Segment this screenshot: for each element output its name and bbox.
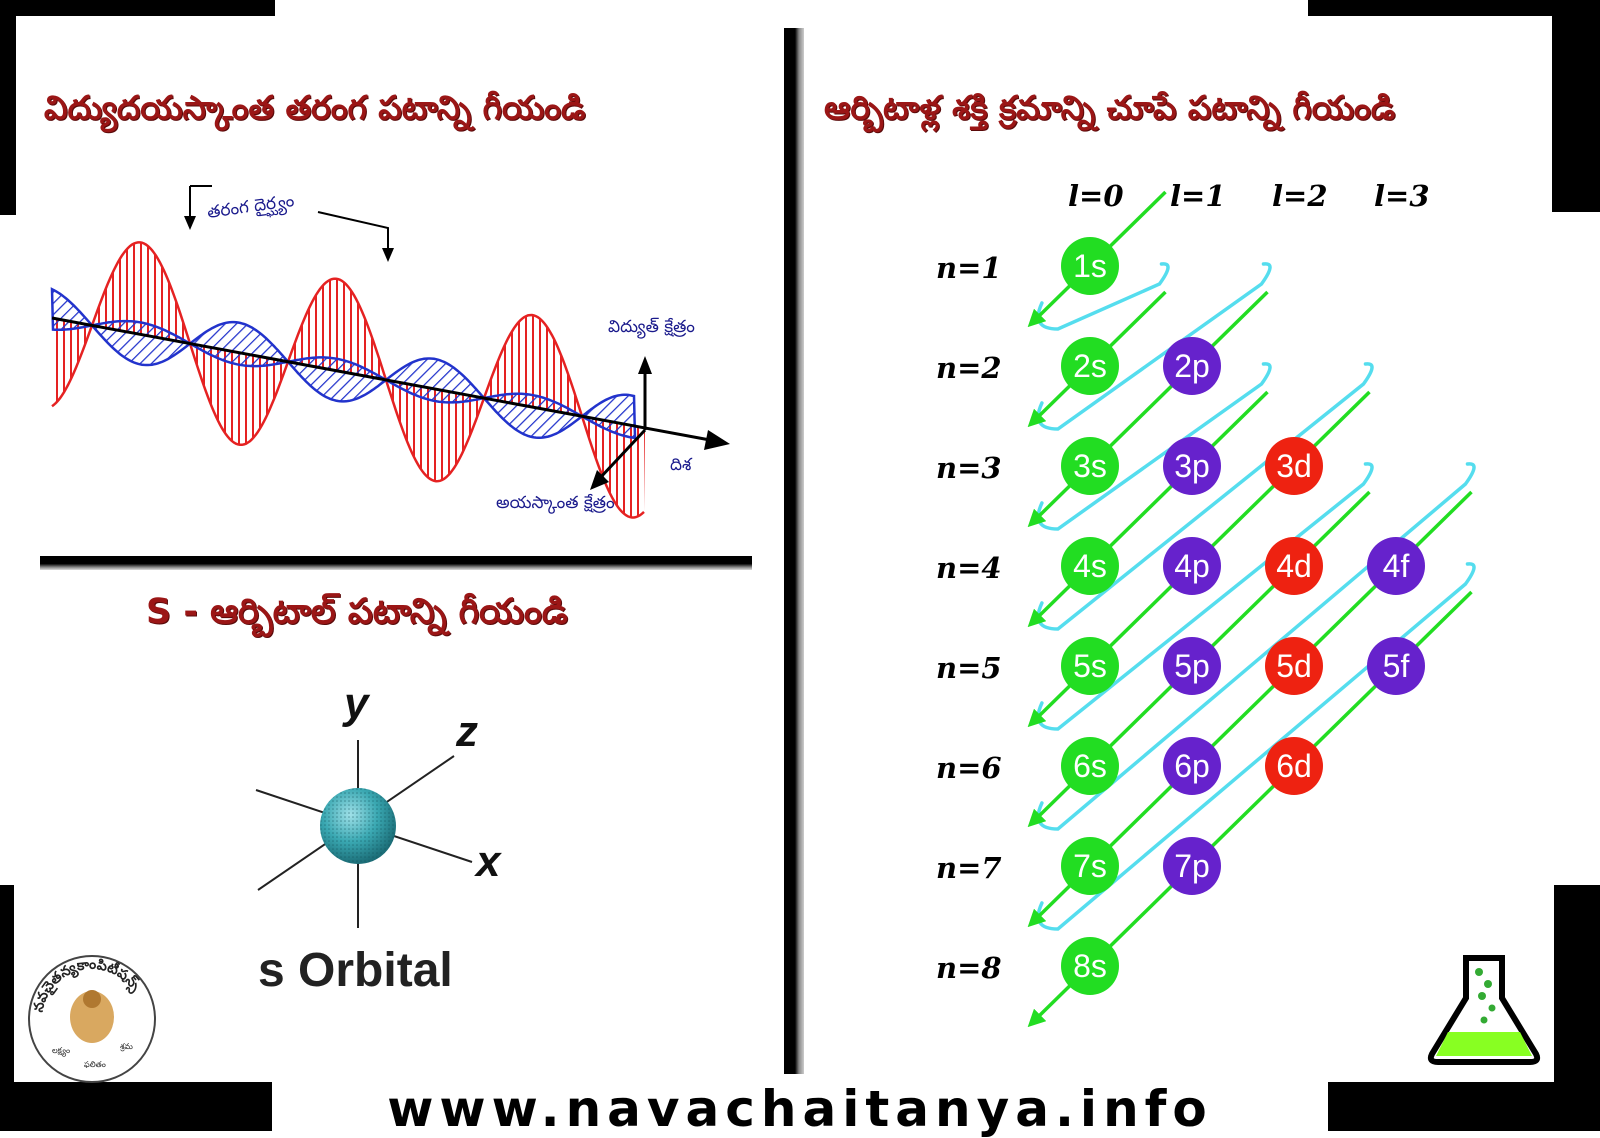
svg-text:6d: 6d <box>1276 748 1312 784</box>
logo-motto-2: శ్రమ <box>119 1042 133 1052</box>
electric-wave-outline <box>51 241 645 519</box>
z-axis-label: z <box>455 707 478 756</box>
orbital-4d: 4d <box>1265 537 1323 595</box>
orbital-6d: 6d <box>1265 737 1323 795</box>
orbital-2p: 2p <box>1163 337 1221 395</box>
direction-arrowhead <box>704 430 730 450</box>
direction-label: దిశ <box>670 455 693 475</box>
svg-text:8s: 8s <box>1073 948 1107 984</box>
frame-corner-top-left <box>0 0 275 16</box>
orbital-circles: 1s 2s 2p 3s 3p 3d 4s 4p 4d 4f 5s 5p 5d 5f 6s 6p 6d 7s 7p 8s <box>1061 237 1425 995</box>
row-labels: n=1 n=2 n=3 n=4 n=5 n=6 n=7 n=8 <box>936 251 1002 985</box>
column-header: l=0 <box>1068 179 1124 213</box>
navachaitanya-logo: నవచైతన్యకాంపిటీషన్స్ లక్ష్యం శ్రమ ఫలితం <box>28 955 156 1083</box>
orbital-8s: 8s <box>1061 937 1119 995</box>
magnetic-field-label: అయస్కాంత క్షేత్రం <box>496 493 615 514</box>
row-label: n=3 <box>936 451 1002 485</box>
magnetic-field-arrowhead <box>590 470 609 490</box>
svg-text:6s: 6s <box>1073 748 1107 784</box>
orbital-3s: 3s <box>1061 437 1119 495</box>
orbital-order-heading: ఆర్బిటాళ్ల శక్తి క్రమాన్ని చూపే పటాన్ని … <box>824 88 1396 127</box>
wavelength-bracket-right <box>317 211 389 254</box>
row-label: n=8 <box>936 951 1002 985</box>
x-axis-label: x <box>474 837 502 886</box>
orbital-4f: 4f <box>1367 537 1425 595</box>
s-orbital-diagram: y z x s Orbital <box>255 680 502 997</box>
orbital-5p: 5p <box>1163 637 1221 695</box>
orbital-7p: 7p <box>1163 837 1221 895</box>
electric-wave <box>51 241 645 519</box>
s-orbital-heading: S - ఆర్బిటాల్ పటాన్ని గీయండి <box>146 592 568 632</box>
orbital-4p: 4p <box>1163 537 1221 595</box>
svg-text:4p: 4p <box>1174 548 1210 584</box>
svg-text:2p: 2p <box>1174 348 1210 384</box>
magnetic-field-arrow <box>598 428 647 480</box>
flask-icon <box>1427 955 1541 1065</box>
row-label: n=2 <box>936 351 1002 385</box>
svg-text:7s: 7s <box>1073 848 1107 884</box>
svg-text:4d: 4d <box>1276 548 1312 584</box>
svg-text:3d: 3d <box>1276 448 1312 484</box>
row-label: n=6 <box>936 751 1002 785</box>
orbital-5s: 5s <box>1061 637 1119 695</box>
em-wave-diagram: తరంగ దైర్ఘ్యం విద్యుత్ క్షేత్రం దిశ అయస్… <box>50 185 730 519</box>
orbital-7s: 7s <box>1061 837 1119 895</box>
frame-corner-top-left-v <box>0 0 16 215</box>
svg-text:6p: 6p <box>1174 748 1210 784</box>
svg-text:7p: 7p <box>1174 848 1210 884</box>
frame-corner-top-right <box>1308 0 1600 16</box>
svg-text:4f: 4f <box>1383 548 1410 584</box>
wavelength-label: తరంగ దైర్ఘ్యం <box>206 191 296 226</box>
svg-text:2s: 2s <box>1073 348 1107 384</box>
svg-text:5d: 5d <box>1276 648 1312 684</box>
svg-text:5s: 5s <box>1073 648 1107 684</box>
column-header: l=3 <box>1374 179 1430 213</box>
orbital-3d: 3d <box>1265 437 1323 495</box>
propagation-axis <box>51 316 711 442</box>
magnetic-wave <box>50 287 637 440</box>
row-label: n=1 <box>936 251 1002 285</box>
logo-figure <box>70 991 114 1043</box>
logo-motto-3: ఫలితం <box>84 1060 106 1069</box>
diagonal-arrows <box>1027 190 1473 1028</box>
row-label: n=4 <box>936 551 1002 585</box>
column-header: l=2 <box>1272 179 1328 213</box>
orbital-3p: 3p <box>1163 437 1221 495</box>
horizontal-divider <box>40 556 752 570</box>
electric-field-label: విద్యుత్ క్షేత్రం <box>608 317 695 339</box>
orbital-5d: 5d <box>1265 637 1323 695</box>
vertical-divider <box>784 28 804 1074</box>
orbital-6p: 6p <box>1163 737 1221 795</box>
column-headers: l=0 l=1 l=2 l=3 <box>1068 179 1430 213</box>
svg-text:5f: 5f <box>1383 648 1410 684</box>
frame-corner-bottom-right <box>1328 1082 1600 1131</box>
column-header: l=1 <box>1170 179 1226 213</box>
svg-text:3s: 3s <box>1073 448 1107 484</box>
aufbau-diagram: l=0 l=1 l=2 l=3 n=1 n=2 n=3 n=4 n=5 n=6 n=7 n=8 1s… <box>936 179 1476 1028</box>
orbital-4s: 4s <box>1061 537 1119 595</box>
electric-wave-fill <box>52 242 645 518</box>
svg-text:3p: 3p <box>1174 448 1210 484</box>
orbital-5f: 5f <box>1367 637 1425 695</box>
orbital-2s: 2s <box>1061 337 1119 395</box>
magnetic-wave-fill <box>50 287 637 440</box>
wave-heading: విద్యుదయస్కాంత తరంగ పటాన్ని గీయండి <box>44 88 586 127</box>
frame-corner-top-right-v <box>1552 0 1600 212</box>
svg-text:1s: 1s <box>1073 248 1107 284</box>
footer-url: www.navachaitanya.info <box>387 1080 1213 1138</box>
orbital-1s: 1s <box>1061 237 1119 295</box>
s-orbital-caption: s Orbital <box>258 944 453 997</box>
frame-corner-bottom-left-v <box>0 885 14 1131</box>
diagonal-arrow <box>1027 390 1269 628</box>
orbital-6s: 6s <box>1061 737 1119 795</box>
row-label: n=5 <box>936 651 1002 685</box>
y-axis-label: y <box>342 680 371 728</box>
frame-corner-bottom-left <box>0 1082 272 1131</box>
electric-field-arrowhead <box>638 356 652 374</box>
svg-text:4s: 4s <box>1073 548 1107 584</box>
svg-text:5p: 5p <box>1174 648 1210 684</box>
row-label: n=7 <box>936 851 1002 885</box>
